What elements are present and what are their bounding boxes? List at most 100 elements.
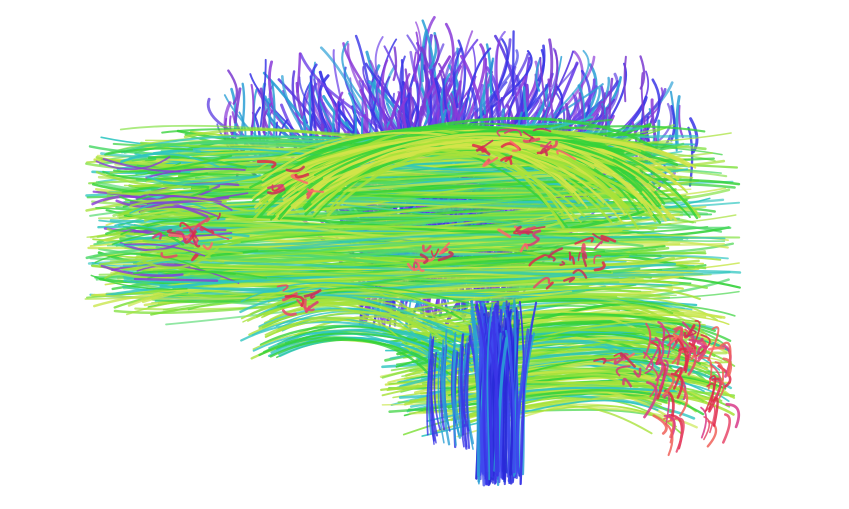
fiber-streamline [622, 352, 635, 362]
fiber-streamline [191, 234, 201, 248]
fiber-streamline [581, 252, 588, 267]
fiber-streamline [600, 234, 617, 243]
fiber-streamline [504, 129, 523, 137]
fiber-streamline [102, 170, 209, 181]
fiber-streamline [622, 377, 633, 388]
fiber-streamline [258, 307, 461, 338]
fiber-streamline [284, 294, 305, 307]
fiber-streamline [519, 301, 538, 486]
fiber-streamline [417, 262, 425, 272]
fiber-streamline [430, 336, 437, 444]
fiber-streamline [182, 225, 202, 230]
fiber-streamline [309, 75, 317, 129]
fiber-streamline [708, 374, 717, 411]
fiber-streamline [420, 46, 429, 116]
fiber-streamline [392, 46, 398, 82]
fiber-streamline [322, 132, 654, 216]
fiber-streamline [438, 242, 451, 256]
fiber-streamline [199, 225, 215, 234]
fiber-streamline [406, 262, 420, 271]
fiber-streamline [593, 261, 606, 272]
fiber-streamline [722, 357, 733, 377]
fiber-streamline [242, 304, 411, 352]
fiber-streamline [267, 184, 284, 190]
fiber-streamline [500, 156, 513, 165]
fiber-streamline [133, 277, 219, 282]
fiber-streamline [258, 309, 468, 345]
fiber-streamline [419, 253, 429, 265]
fiber-streamline [95, 156, 171, 171]
fiber-streamline [539, 56, 547, 108]
fiber-streamline [285, 165, 305, 173]
fiber-streamline [132, 270, 236, 275]
fiber-streamline [270, 138, 629, 210]
fiber-streamline [168, 262, 705, 271]
fiber-streamline [282, 292, 298, 302]
fiber-streamline [670, 336, 678, 344]
fiber-streamline [722, 413, 731, 444]
fiber-streamline [613, 354, 627, 365]
fiber-streamline [707, 346, 726, 351]
fiber-streamline [619, 352, 636, 368]
fiber-streamline [104, 147, 194, 156]
brainstem-fibers [426, 299, 538, 487]
fiber-streamline [388, 392, 668, 413]
fiber-streamline [642, 351, 654, 374]
fiber-streamline [259, 58, 267, 128]
fiber-streamline [151, 232, 163, 240]
association-fibers [84, 115, 742, 326]
fiber-streamline [497, 228, 512, 239]
fiber-streamline [120, 149, 202, 163]
fiber-streamline [175, 230, 186, 243]
fiber-streamline [652, 414, 668, 435]
fiber-streamline [719, 341, 732, 377]
fiber-streamline [509, 140, 520, 152]
fiber-streamline [442, 78, 449, 123]
fiber-streamline [275, 307, 489, 344]
fiber-streamline [113, 236, 233, 247]
fiber-streamline [239, 82, 246, 142]
fiber-streamline [593, 254, 602, 265]
fiber-streamline [146, 174, 261, 186]
fiber-streamline [569, 255, 576, 265]
fiber-streamline [113, 154, 233, 173]
fiber-streamline [495, 40, 501, 112]
fiber-streamline [559, 260, 566, 266]
fiber-streamline [532, 128, 552, 133]
fiber-streamline [658, 359, 669, 389]
fiber-streamline [145, 167, 246, 179]
fiber-streamline [475, 147, 491, 156]
fiber-streamline [166, 228, 185, 236]
fiber-streamline [95, 170, 192, 189]
fiber-streamline [674, 417, 685, 453]
fiber-streamline [459, 346, 468, 450]
fiber-streamline [426, 358, 432, 436]
fiber-streamline [540, 140, 558, 149]
fiber-streamline [90, 274, 188, 290]
fiber-streamline [142, 247, 219, 269]
fiber-streamline [703, 416, 711, 441]
fiber-streamline [216, 212, 221, 220]
fiber-streamline [484, 318, 500, 473]
fiber-streamline [453, 352, 460, 436]
fiber-streamline [102, 157, 182, 173]
fiber-streamline [250, 83, 255, 138]
fiber-streamline [100, 264, 184, 277]
fiber-streamline [484, 57, 489, 128]
fiber-streamline [649, 341, 661, 365]
fiber-streamline [437, 250, 454, 262]
fiber-streamline [535, 57, 542, 92]
fiber-streamline [443, 329, 450, 425]
fiber-streamline [420, 87, 430, 126]
fiber-streamline [662, 334, 678, 344]
fiber-streamline [151, 253, 662, 304]
fiber-streamline [276, 311, 495, 334]
fiber-streamline [281, 309, 297, 317]
fiber-streamline [492, 311, 500, 477]
fiber-streamline [690, 348, 696, 354]
fiber-streamline [105, 226, 185, 246]
fiber-streamline [270, 81, 276, 140]
fiber-streamline [677, 104, 684, 139]
fiber-streamline [515, 334, 533, 474]
fiber-streamline [104, 264, 196, 279]
